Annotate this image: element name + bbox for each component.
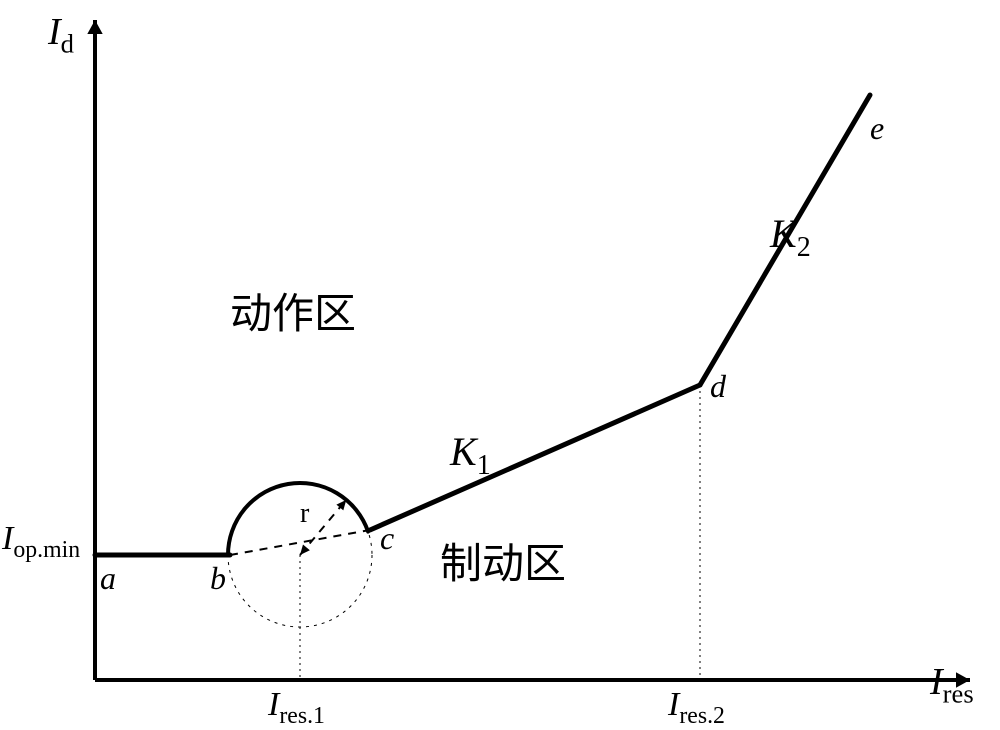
k1-label: K1 bbox=[450, 428, 491, 482]
point-d-label: d bbox=[710, 368, 726, 405]
diagram-wrap: Id Ires Iop.min Ires.1 Ires.2 K1 K2 a b … bbox=[0, 0, 1000, 726]
diagram-svg bbox=[0, 0, 1000, 726]
point-a-label: a bbox=[100, 560, 116, 597]
point-e-label: e bbox=[870, 110, 884, 147]
i-res-2-label: Ires.2 bbox=[668, 686, 725, 730]
i-res-1-label: Ires.1 bbox=[268, 686, 325, 730]
brake-zone-label: 制动区 bbox=[440, 530, 566, 591]
point-c-label: c bbox=[380, 520, 394, 557]
y-axis-label: Id bbox=[48, 10, 74, 60]
k2-label: K2 bbox=[770, 210, 811, 264]
i-op-min-label: Iop.min bbox=[2, 520, 80, 564]
action-zone-label: 动作区 bbox=[230, 280, 356, 341]
radius-r-label: r bbox=[300, 498, 309, 530]
point-b-label: b bbox=[210, 560, 226, 597]
x-axis-label: Ires bbox=[930, 660, 974, 710]
